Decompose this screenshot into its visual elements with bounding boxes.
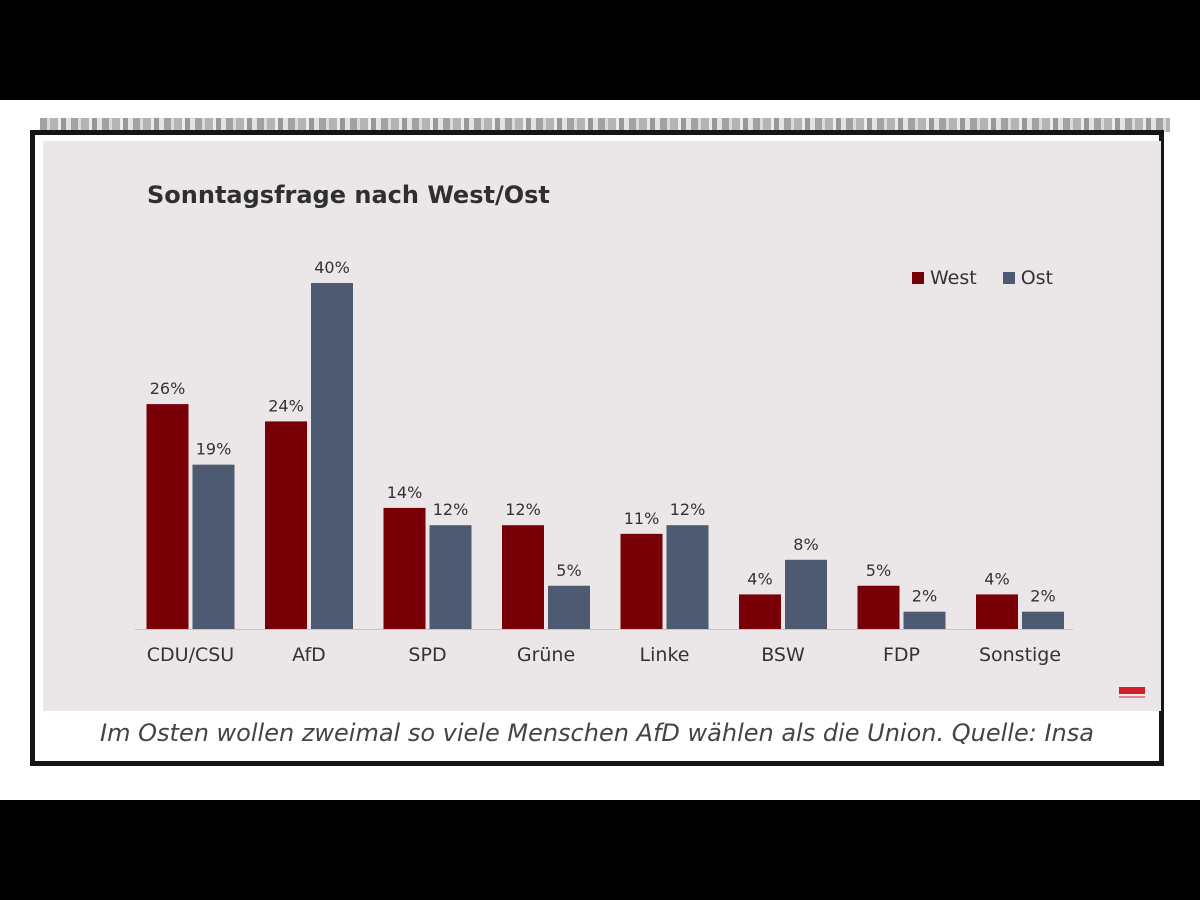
data-label-ost-6: 2% [912, 587, 937, 606]
data-label-ost-1: 40% [314, 258, 350, 277]
bar-west-1 [265, 421, 307, 629]
x-tick-label-6: FDP [883, 644, 920, 666]
bar-ost-4 [666, 525, 709, 629]
data-label-ost-4: 12% [670, 500, 706, 519]
data-label-west-3: 12% [505, 500, 541, 519]
image-caption: Im Osten wollen zweimal so viele Mensche… [100, 719, 1094, 747]
x-tick-label-1: AfD [292, 644, 326, 666]
bar-ost-1 [311, 283, 353, 629]
insa-logo [1119, 687, 1145, 698]
data-label-ost-5: 8% [793, 535, 818, 554]
legend-item-ost: Ost [1002, 267, 1053, 289]
legend-label-west: West [929, 267, 977, 289]
bar-ost-7 [1022, 611, 1064, 629]
legend-swatch-west [911, 272, 924, 284]
legend-swatch-ost [1002, 272, 1015, 284]
data-label-west-1: 24% [268, 396, 304, 415]
bar-ost-0 [192, 464, 235, 629]
bar-west-7 [976, 594, 1018, 629]
bar-west-4 [620, 533, 663, 629]
chart-legend: West Ost [911, 267, 1053, 289]
data-label-west-2: 14% [387, 483, 423, 502]
legend-item-west: West [911, 267, 977, 289]
bar-west-2 [383, 507, 426, 629]
data-label-west-5: 4% [747, 569, 772, 588]
x-tick-label-2: SPD [408, 644, 446, 666]
bar-ost-2 [429, 525, 472, 629]
bar-west-6 [857, 585, 900, 629]
data-label-ost-2: 12% [433, 500, 469, 519]
bar-ost-3 [548, 585, 590, 629]
data-label-ost-0: 19% [196, 440, 232, 459]
bar-west-0 [146, 404, 189, 629]
chart-panel: 26% 19% CDU/CSU 24% 40% AfD 14% 12% SPD 12% 5% Grün… [43, 141, 1161, 711]
x-tick-label-4: Linke [640, 644, 690, 666]
data-label-west-6: 5% [866, 561, 891, 580]
bar-ost-5 [785, 559, 827, 629]
data-label-ost-7: 2% [1030, 587, 1055, 606]
x-tick-label-3: Grüne [517, 644, 575, 666]
x-tick-label-7: Sonstige [979, 644, 1061, 666]
legend-label-ost: Ost [1020, 267, 1053, 289]
bar-chart: 26% 19% CDU/CSU 24% 40% AfD 14% 12% SPD 12% 5% Grün… [135, 258, 1073, 666]
data-label-ost-3: 5% [556, 561, 581, 580]
x-tick-label-0: CDU/CSU [147, 644, 234, 666]
data-label-west-7: 4% [984, 569, 1009, 588]
bar-ost-6 [903, 611, 946, 629]
frame-grunge-edge [40, 118, 1170, 132]
bar-west-5 [739, 594, 781, 629]
data-label-west-0: 26% [150, 379, 186, 398]
image-frame: 26% 19% CDU/CSU 24% 40% AfD 14% 12% SPD 12% 5% Grün… [30, 130, 1164, 766]
data-label-west-4: 11% [624, 509, 660, 528]
chart-title: Sonntagsfrage nach West/Ost [147, 181, 550, 209]
bar-west-3 [502, 525, 544, 629]
x-tick-label-5: BSW [761, 644, 805, 666]
